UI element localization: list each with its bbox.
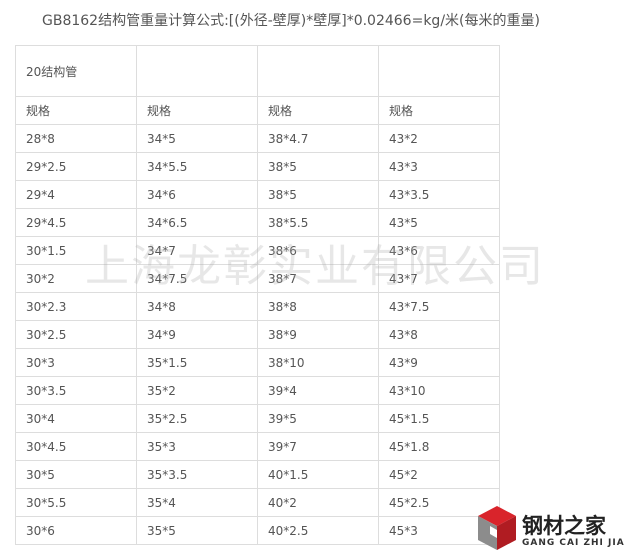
table-cell: 43*3.5 [378,180,500,209]
table-cell: 34*9 [136,320,258,349]
table-cell: 38*5 [257,180,379,209]
table-cell: 29*4 [15,180,137,209]
table-cell: 30*2 [15,264,137,293]
spec-table: 20结构管 规格 规格 规格 规格 28*8 34*5 38*4.7 43*2 29*2.5 34… [15,45,500,545]
table-row: 29*2.5 34*5.5 38*5 43*3 [15,152,500,181]
table-cell: 34*7.5 [136,264,258,293]
table-cell: 30*2.3 [15,292,137,321]
group-row: 20结构管 [15,45,500,97]
table-cell: 35*2 [136,376,258,405]
table-cell: 38*10 [257,348,379,377]
table-cell: 30*5 [15,460,137,489]
table-body: 20结构管 规格 规格 规格 规格 28*8 34*5 38*4.7 43*2 29*2.5 34… [15,45,500,545]
table-cell: 30*1.5 [15,236,137,265]
table-row: 30*5 35*3.5 40*1.5 45*2 [15,460,500,489]
table-row: 30*2.3 34*8 38*8 43*7.5 [15,292,500,321]
table-cell: 39*4 [257,376,379,405]
table-cell: 38*6 [257,236,379,265]
table-cell: 30*4.5 [15,432,137,461]
table-cell: 38*9 [257,320,379,349]
table-cell: 45*2.5 [378,488,500,517]
table-row: 30*4.5 35*3 39*7 45*1.8 [15,432,500,461]
table-cell: 43*8 [378,320,500,349]
table-cell: 28*8 [15,124,137,153]
table-row: 30*3 35*1.5 38*10 43*9 [15,348,500,377]
group-label: 20结构管 [15,45,137,97]
table-cell: 38*5 [257,152,379,181]
table-cell: 40*2 [257,488,379,517]
table-cell: 30*4 [15,404,137,433]
table-row: 29*4.5 34*6.5 38*5.5 43*5 [15,208,500,237]
table-cell: 43*6 [378,236,500,265]
table-cell: 29*2.5 [15,152,137,181]
title: GB8162结构管重量计算公式:[(外径-壁厚)*壁厚]*0.02466=kg/… [42,13,540,29]
table-cell: 39*5 [257,404,379,433]
table-cell: 43*2 [378,124,500,153]
table-row: 30*1.5 34*7 38*6 43*6 [15,236,500,265]
table-cell: 35*4 [136,488,258,517]
table-row: 30*2 34*7.5 38*7 43*7 [15,264,500,293]
table-cell: 30*2.5 [15,320,137,349]
logo-subtitle: GANG CAI ZHI JIA [522,538,625,548]
table-row: 29*4 34*6 38*5 43*3.5 [15,180,500,209]
table-cell: 34*7 [136,236,258,265]
table-row: 30*4 35*2.5 39*5 45*1.5 [15,404,500,433]
table-cell: 30*3 [15,348,137,377]
table-cell: 35*2.5 [136,404,258,433]
table-cell: 35*3 [136,432,258,461]
table-cell: 45*2 [378,460,500,489]
table-cell: 34*6 [136,180,258,209]
column-header: 规格 [136,96,258,125]
table-row: 30*3.5 35*2 39*4 43*10 [15,376,500,405]
table-cell: 30*3.5 [15,376,137,405]
table-cell: 43*7.5 [378,292,500,321]
empty-cell [136,45,258,97]
logo-icon [478,506,516,550]
header-row: 规格 规格 规格 规格 [15,96,500,125]
column-header: 规格 [378,96,500,125]
table-cell: 43*9 [378,348,500,377]
column-header: 规格 [257,96,379,125]
table-cell: 45*1.8 [378,432,500,461]
table-row: 28*8 34*5 38*4.7 43*2 [15,124,500,153]
table-cell: 43*5 [378,208,500,237]
table-cell: 39*7 [257,432,379,461]
table-cell: 34*5.5 [136,152,258,181]
empty-cell [378,45,500,97]
table-cell: 38*5.5 [257,208,379,237]
table-cell: 38*8 [257,292,379,321]
logo-name: 钢材之家 [522,514,606,538]
column-header: 规格 [15,96,137,125]
table-cell: 43*7 [378,264,500,293]
table-cell: 38*7 [257,264,379,293]
table-cell: 40*2.5 [257,516,379,545]
table-cell: 45*1.5 [378,404,500,433]
table-cell: 30*5.5 [15,488,137,517]
table-cell: 34*5 [136,124,258,153]
empty-cell [257,45,379,97]
table-cell: 30*6 [15,516,137,545]
table-row: 30*5.5 35*4 40*2 45*2.5 [15,488,500,517]
table-cell: 29*4.5 [15,208,137,237]
table-cell: 34*8 [136,292,258,321]
table-cell: 43*3 [378,152,500,181]
table-cell: 34*6.5 [136,208,258,237]
table-cell: 35*3.5 [136,460,258,489]
table-row: 30*6 35*5 40*2.5 45*3 [15,516,500,545]
table-cell: 35*1.5 [136,348,258,377]
table-cell: 38*4.7 [257,124,379,153]
table-row: 30*2.5 34*9 38*9 43*8 [15,320,500,349]
table-cell: 35*5 [136,516,258,545]
table-cell: 43*10 [378,376,500,405]
table-cell: 40*1.5 [257,460,379,489]
